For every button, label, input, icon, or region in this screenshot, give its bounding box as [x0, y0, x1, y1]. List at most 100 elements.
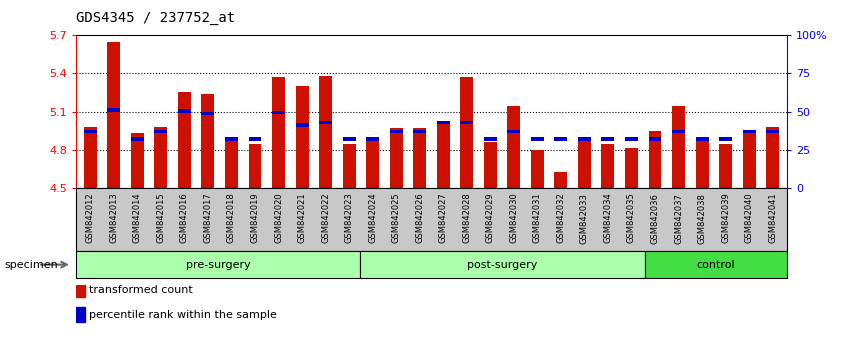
- Bar: [508, 107, 520, 188]
- Bar: [295, 86, 309, 188]
- Bar: [672, 130, 685, 133]
- Text: percentile rank within the sample: percentile rank within the sample: [89, 310, 277, 320]
- Bar: [484, 142, 497, 188]
- Bar: [437, 124, 450, 188]
- Text: GSM842033: GSM842033: [580, 193, 589, 244]
- Bar: [76, 282, 85, 297]
- Text: transformed count: transformed count: [89, 285, 192, 295]
- Text: GSM842015: GSM842015: [157, 193, 165, 243]
- Bar: [131, 137, 144, 141]
- Bar: [602, 144, 614, 188]
- Bar: [578, 141, 591, 188]
- Bar: [249, 144, 261, 188]
- Bar: [84, 130, 96, 133]
- Bar: [554, 137, 568, 141]
- Bar: [225, 141, 238, 188]
- Bar: [413, 128, 426, 188]
- Bar: [743, 133, 755, 188]
- Bar: [649, 137, 662, 141]
- Bar: [625, 137, 638, 141]
- Bar: [343, 137, 355, 141]
- Bar: [390, 128, 403, 188]
- Text: GSM842035: GSM842035: [627, 193, 636, 244]
- Bar: [413, 130, 426, 133]
- Bar: [366, 141, 379, 188]
- Bar: [76, 251, 360, 278]
- Text: GSM842021: GSM842021: [298, 193, 306, 243]
- Text: GSM842039: GSM842039: [721, 193, 730, 244]
- Text: GSM842023: GSM842023: [344, 193, 354, 244]
- Text: GSM842029: GSM842029: [486, 193, 495, 243]
- Bar: [743, 130, 755, 133]
- Bar: [437, 121, 450, 124]
- Text: control: control: [696, 259, 735, 270]
- Text: GSM842040: GSM842040: [744, 193, 754, 243]
- Text: GSM842032: GSM842032: [557, 193, 565, 244]
- Bar: [360, 251, 645, 278]
- Bar: [531, 137, 544, 141]
- Text: GSM842014: GSM842014: [133, 193, 142, 243]
- Text: GSM842027: GSM842027: [439, 193, 448, 244]
- Bar: [178, 92, 191, 188]
- Bar: [272, 77, 285, 188]
- Bar: [225, 137, 238, 141]
- Text: GSM842016: GSM842016: [180, 193, 189, 244]
- Bar: [107, 108, 120, 112]
- Text: GSM842019: GSM842019: [250, 193, 260, 243]
- Text: GSM842041: GSM842041: [768, 193, 777, 243]
- Bar: [272, 111, 285, 114]
- Text: GSM842017: GSM842017: [203, 193, 212, 244]
- Text: pre-surgery: pre-surgery: [186, 259, 250, 270]
- Bar: [154, 130, 168, 133]
- Text: GSM842025: GSM842025: [392, 193, 401, 243]
- Text: GSM842037: GSM842037: [674, 193, 683, 244]
- Bar: [107, 42, 120, 188]
- Bar: [554, 172, 568, 188]
- Bar: [719, 137, 732, 141]
- Text: GSM842024: GSM842024: [368, 193, 377, 243]
- Bar: [131, 133, 144, 188]
- Bar: [295, 124, 309, 127]
- Bar: [154, 127, 168, 188]
- Bar: [319, 76, 332, 188]
- Bar: [460, 121, 473, 124]
- Text: GSM842038: GSM842038: [698, 193, 706, 244]
- Bar: [508, 130, 520, 133]
- Bar: [649, 131, 662, 188]
- Text: GDS4345 / 237752_at: GDS4345 / 237752_at: [76, 11, 235, 25]
- Text: GSM842012: GSM842012: [85, 193, 95, 243]
- Bar: [319, 121, 332, 124]
- Bar: [76, 307, 85, 322]
- Bar: [460, 77, 473, 188]
- Text: GSM842026: GSM842026: [415, 193, 424, 244]
- Bar: [645, 251, 787, 278]
- Bar: [695, 141, 709, 188]
- Bar: [484, 137, 497, 141]
- Text: GSM842031: GSM842031: [533, 193, 541, 244]
- Bar: [531, 150, 544, 188]
- Text: post-surgery: post-surgery: [467, 259, 538, 270]
- Text: GSM842020: GSM842020: [274, 193, 283, 243]
- Bar: [343, 144, 355, 188]
- Bar: [672, 107, 685, 188]
- Bar: [625, 148, 638, 188]
- Text: GSM842028: GSM842028: [462, 193, 471, 244]
- Bar: [249, 137, 261, 141]
- Bar: [366, 137, 379, 141]
- Text: GSM842036: GSM842036: [651, 193, 660, 244]
- Bar: [84, 127, 96, 188]
- Bar: [390, 130, 403, 133]
- Bar: [578, 137, 591, 141]
- Text: GSM842013: GSM842013: [109, 193, 118, 244]
- Text: specimen: specimen: [4, 259, 58, 270]
- Bar: [719, 144, 732, 188]
- Bar: [766, 130, 779, 133]
- Bar: [201, 94, 214, 188]
- Text: GSM842022: GSM842022: [321, 193, 330, 243]
- Bar: [602, 137, 614, 141]
- Bar: [201, 112, 214, 115]
- Bar: [766, 127, 779, 188]
- Bar: [695, 137, 709, 141]
- Text: GSM842018: GSM842018: [227, 193, 236, 244]
- Text: GSM842030: GSM842030: [509, 193, 519, 244]
